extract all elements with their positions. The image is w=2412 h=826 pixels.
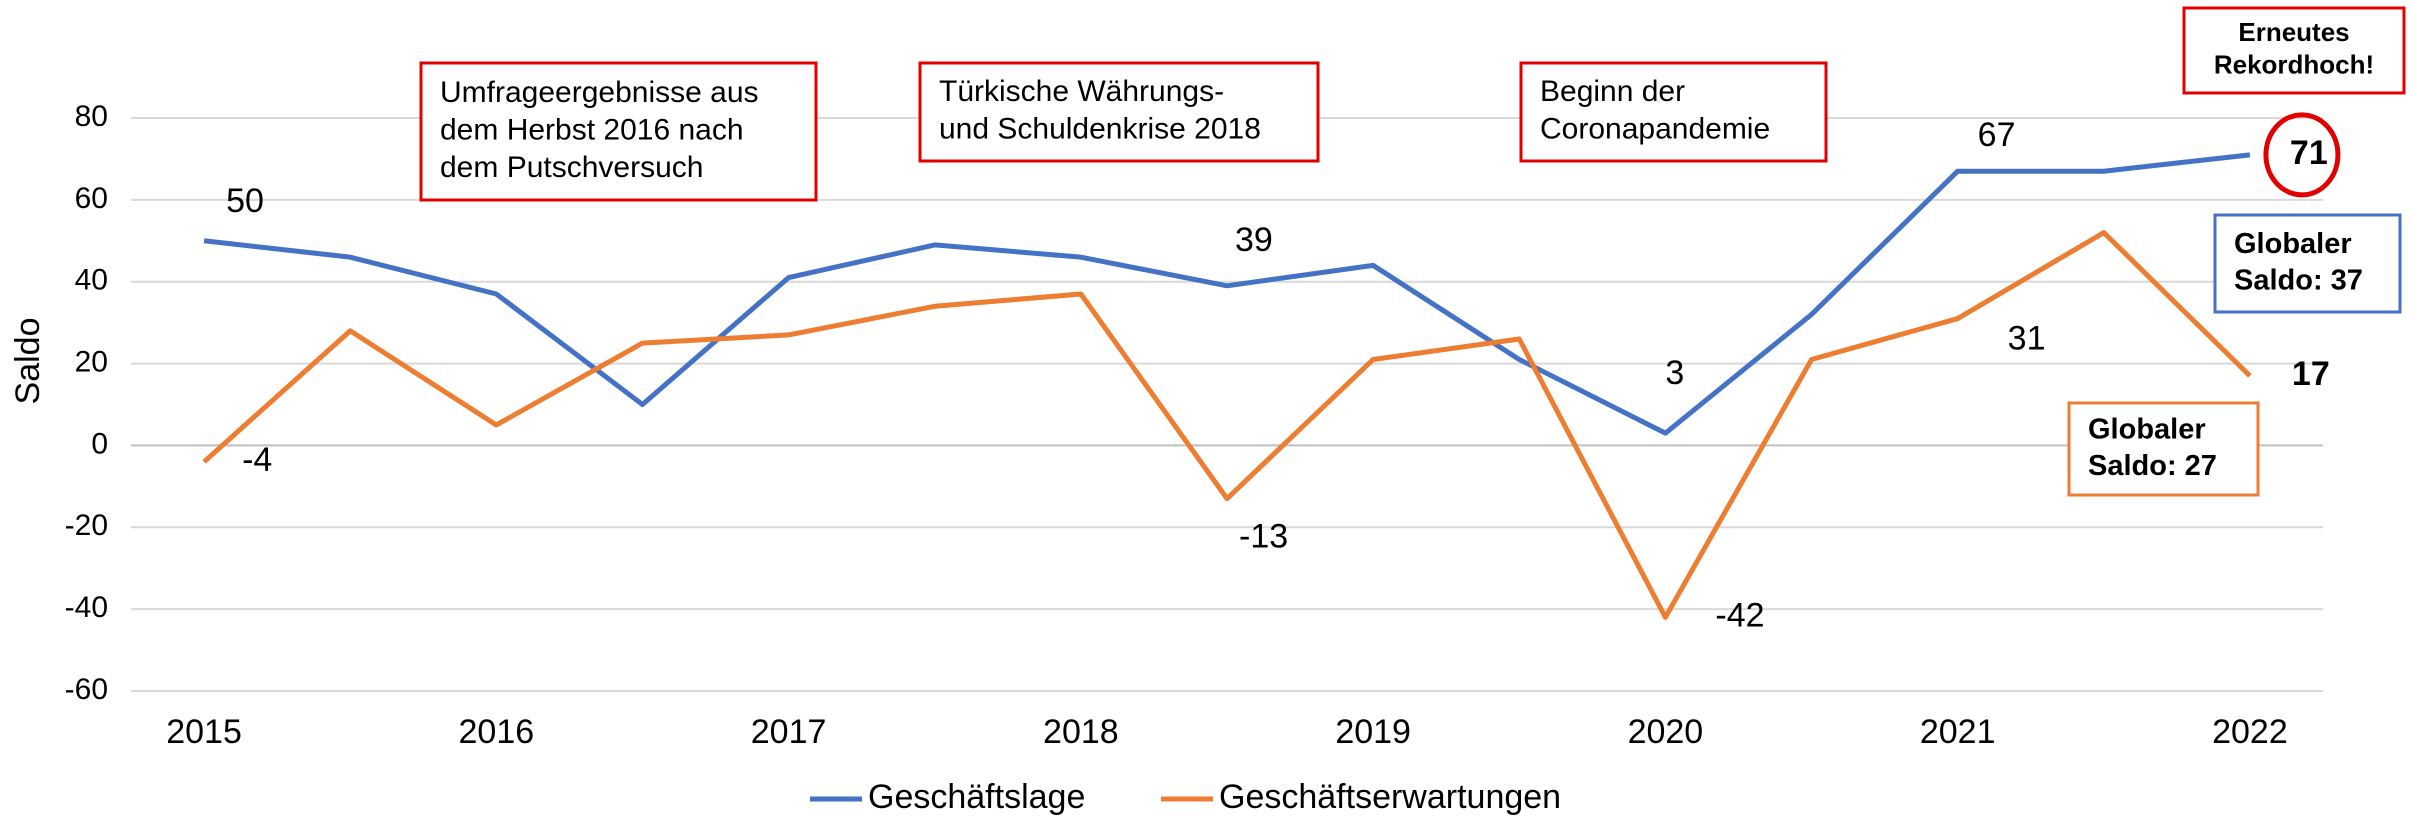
data-label: -42 bbox=[1715, 596, 1764, 634]
annotation-text: dem Herbst 2016 nach bbox=[440, 113, 744, 146]
annotation-box bbox=[918, 61, 1320, 163]
data-label: 67 bbox=[1978, 116, 2016, 154]
y-tick-label: 0 bbox=[91, 427, 108, 460]
annotation-box bbox=[1519, 61, 1828, 163]
y-tick-label: 80 bbox=[75, 100, 108, 133]
annotation-text: und Schuldenkrise 2018 bbox=[939, 113, 1261, 146]
y-tick-label: -40 bbox=[65, 591, 108, 624]
y-axis-label: Saldo bbox=[9, 318, 47, 405]
x-tick-label: 2021 bbox=[1920, 713, 1996, 751]
y-tick-label: 60 bbox=[75, 182, 108, 215]
x-tick-label: 2019 bbox=[1335, 713, 1411, 751]
line-series bbox=[202, 230, 2252, 620]
annotation-text: Rekordhoch! bbox=[2214, 50, 2374, 80]
line-series bbox=[203, 152, 2251, 436]
annotation-text: Globaler bbox=[2234, 228, 2352, 260]
x-tick-label: 2016 bbox=[459, 713, 535, 751]
legend-label: Geschäftserwartungen bbox=[1219, 778, 1561, 816]
annotation-text: Coronapandemie bbox=[1540, 113, 1770, 146]
data-label: 31 bbox=[2008, 320, 2046, 358]
x-tick-label: 2015 bbox=[166, 713, 242, 751]
annotation-text: dem Putschversuch bbox=[440, 151, 703, 184]
annotation-text: Saldo: 27 bbox=[2088, 450, 2217, 482]
y-tick-label: 20 bbox=[75, 345, 108, 378]
y-tick-label: -60 bbox=[65, 673, 108, 706]
annotation-text: Saldo: 37 bbox=[2234, 264, 2363, 296]
annotation-text: Umfrageergebnisse aus bbox=[440, 76, 759, 109]
legend-label: Geschäftslage bbox=[868, 778, 1085, 816]
annotation-box bbox=[2213, 213, 2402, 314]
x-tick-label: 2018 bbox=[1043, 713, 1119, 751]
annotation-box bbox=[2182, 6, 2406, 95]
annotation-text: Globaler bbox=[2088, 414, 2206, 446]
x-tick-label: 2022 bbox=[2212, 713, 2288, 751]
annotation-text: Erneutes bbox=[2238, 17, 2349, 47]
x-tick-label: 2020 bbox=[1628, 713, 1704, 751]
data-label: 71 bbox=[2290, 134, 2328, 172]
data-label: 17 bbox=[2292, 355, 2330, 393]
annotation-text: Türkische Währungs- bbox=[939, 75, 1224, 108]
data-label: 3 bbox=[1665, 354, 1684, 392]
y-tick-label: -20 bbox=[65, 509, 108, 542]
annotation-box bbox=[2067, 401, 2260, 497]
annotation-text: Beginn der bbox=[1540, 75, 1685, 108]
annotation-box bbox=[419, 61, 818, 202]
data-label: 50 bbox=[226, 182, 264, 220]
data-label: 39 bbox=[1235, 221, 1273, 259]
x-tick-label: 2017 bbox=[751, 713, 827, 751]
data-label: -13 bbox=[1239, 518, 1288, 556]
y-tick-label: 40 bbox=[75, 264, 108, 297]
highlight-circle bbox=[2263, 112, 2341, 198]
data-label: -4 bbox=[242, 441, 272, 479]
